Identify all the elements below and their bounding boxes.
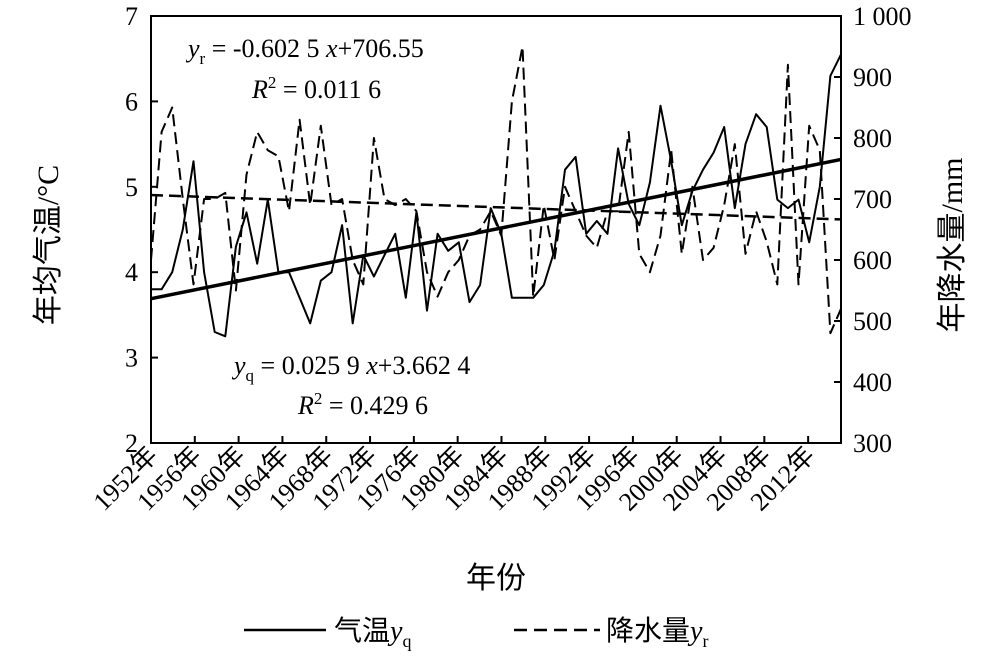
- y-tick-label-right: 1 000: [853, 2, 912, 31]
- legend: 气温yq 降水量yr: [244, 615, 708, 651]
- y-tick-label-left: 2: [125, 429, 138, 458]
- y-tick-label-right: 600: [853, 246, 892, 275]
- line-precipitation: [150, 45, 842, 335]
- plot-frame: [150, 15, 842, 444]
- y-tick-label-right: 900: [853, 63, 892, 92]
- equation-temperature: yq = 0.025 9 x+3.662 4: [231, 351, 470, 385]
- y-tick-label-left: 3: [125, 344, 138, 373]
- y-tick-label-right: 300: [853, 429, 892, 458]
- y-tick-label-left: 5: [125, 173, 138, 202]
- y-axis-title-left: 年均气温/°C: [32, 165, 65, 325]
- y-tick-label-left: 4: [125, 258, 138, 287]
- legend-label-precipitation: 降水量yr: [606, 615, 708, 651]
- y-tick-label-left: 7: [125, 2, 138, 31]
- trendline-precipitation: [150, 193, 842, 221]
- y-tick-label-right: 800: [853, 124, 892, 153]
- y-tick-label-right: 700: [853, 185, 892, 214]
- r2-precipitation: R2 = 0.011 6: [251, 73, 381, 104]
- trendline-temperature: [150, 157, 842, 301]
- series-lines: [150, 45, 842, 338]
- r2-temperature: R2 = 0.429 6: [297, 389, 428, 420]
- equation-precipitation: yr = -0.602 5 x+706.55: [185, 34, 424, 68]
- y-tick-label-right: 500: [853, 307, 892, 336]
- y-tick-label-left: 6: [125, 87, 138, 116]
- legend-label-temperature: 气温yq: [334, 615, 411, 651]
- y-tick-label-right: 400: [853, 368, 892, 397]
- y-axis-title-right: 年降水量/mm: [936, 157, 969, 332]
- x-axis-title: 年份: [466, 562, 526, 595]
